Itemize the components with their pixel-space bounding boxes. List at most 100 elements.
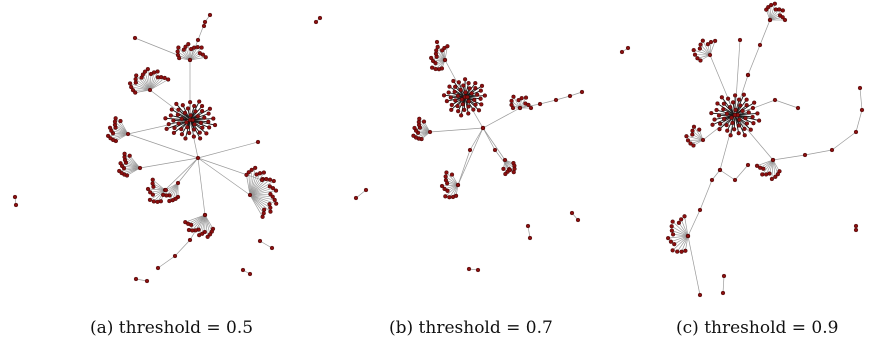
graph-a-node-83	[187, 57, 193, 63]
graph-a-node-188	[133, 276, 139, 282]
graph-a-node-135	[244, 172, 249, 178]
graph-b-edge-110	[469, 127, 484, 151]
graph-a-edge-59	[149, 72, 155, 91]
graph-b-node-37	[462, 77, 468, 82]
graph-a-node-78	[199, 45, 204, 50]
graph-a-node-22	[206, 119, 211, 124]
graph-a-edge-91	[109, 127, 129, 135]
graph-a-edge-82	[189, 39, 199, 61]
graph-a-node-23	[172, 125, 177, 131]
graph-a-edge-97	[127, 133, 199, 159]
graph-c-edge-76	[771, 159, 774, 179]
graph-c-node-20	[732, 127, 737, 132]
graph-a-node-133	[163, 187, 168, 193]
graph-a-node-44	[164, 126, 169, 131]
graph-c-edge-103	[676, 235, 689, 252]
graph-a-edge-54	[141, 77, 151, 91]
graph-b-node-5	[455, 93, 461, 99]
graph-a-node-145	[271, 178, 276, 184]
graph-b-node-62	[625, 45, 631, 51]
graph-a-node-149	[268, 191, 273, 197]
graph-b-node-2	[459, 97, 465, 102]
graph-c-node-18	[716, 113, 722, 118]
graph-c-node-37	[733, 93, 738, 98]
graph-a-node-58	[142, 69, 148, 74]
graph-a-node-165	[205, 234, 210, 239]
graph-c-node-96	[853, 223, 859, 229]
graph-b-edge-73	[555, 95, 571, 101]
graph-a-node-164	[207, 232, 213, 237]
graph-a-node-151	[272, 197, 277, 203]
graph-c-node-33	[736, 131, 741, 136]
graph-c-edge-112	[678, 222, 689, 237]
graph-b-node-40	[479, 83, 485, 88]
graph-c-edge-54	[709, 42, 712, 56]
graph-a-node-24	[192, 103, 197, 109]
graph-c-node-25	[742, 126, 747, 132]
graph-a-node-66	[166, 77, 171, 82]
graph-c-edge-118	[687, 235, 701, 296]
graph-a-node-172	[186, 227, 192, 233]
graph-c-node-87	[758, 165, 763, 170]
graph-c-edge-85	[804, 149, 833, 156]
graph-b-node-119	[507, 167, 513, 173]
graph-a-node-51	[129, 84, 134, 90]
graph-c-edge-51	[700, 44, 711, 56]
graph-b-node-14	[475, 92, 480, 97]
graph-a-node-150	[270, 194, 275, 199]
graph-a-edge-122	[164, 157, 199, 191]
graph-b-node-118	[492, 147, 498, 153]
caption-a: (a) threshold = 0.5	[90, 318, 254, 338]
graph-b-node-73	[528, 105, 534, 111]
graph-c-node-29	[725, 96, 731, 101]
graph-b-node-103	[444, 170, 449, 175]
graph-b-node-125	[527, 235, 533, 241]
graph-a-node-8	[182, 110, 188, 115]
graph-c-node-127	[709, 177, 715, 183]
graph-c-node-46	[742, 133, 747, 138]
graph-c-node-111	[683, 248, 688, 253]
graph-c-edge-77	[769, 159, 774, 174]
graph-a-edge-113	[157, 189, 166, 203]
graph-b-node-61	[619, 49, 625, 55]
graph-c-node-91	[829, 147, 835, 153]
graph-b-node-22	[478, 96, 483, 101]
graph-a-node-48	[147, 87, 153, 93]
graph-a-edge-117	[150, 189, 166, 193]
graph-b-node-104	[449, 172, 455, 177]
graph-c-edge-78	[765, 159, 774, 175]
graph-a-edge-61	[149, 77, 159, 91]
graph-c-node-47	[707, 52, 713, 58]
graph-c-node-101	[684, 134, 689, 139]
graph-c-edge-49	[693, 49, 711, 56]
graph-c-node-100	[685, 138, 691, 143]
graph-b-edge-32	[464, 96, 469, 114]
graph-c-node-22	[750, 114, 755, 120]
graph-c-edge-68	[747, 44, 761, 76]
graph-c-node-45	[741, 92, 746, 97]
graph-a-edge-105	[120, 162, 141, 169]
graph-c-node-76	[772, 97, 778, 103]
graph-b-edge-33	[449, 86, 466, 98]
graph-a-edge-169	[188, 214, 206, 231]
graph-c-node-105	[697, 127, 702, 132]
graph-a-node-59	[145, 67, 150, 72]
graph-b-node-126	[466, 266, 472, 272]
graph-b-node-77	[567, 93, 573, 99]
graph-c-edge-94	[692, 130, 704, 141]
graph-c-edge-100	[734, 164, 749, 181]
graph-c-node-81	[773, 174, 778, 179]
graph-a-edge-139	[249, 178, 264, 196]
graph-a-node-113	[127, 153, 132, 158]
graph-b-edge-74	[569, 91, 583, 97]
graph-a-edge-161	[204, 214, 211, 235]
graph-a-node-112	[122, 151, 127, 156]
graph-b-edge-89	[452, 184, 459, 198]
graph-c-node-109	[745, 162, 751, 168]
graph-c-edge-55	[709, 40, 716, 56]
graph-b-edge-23	[464, 83, 470, 98]
graph-a-node-186	[240, 267, 246, 273]
graph-a-edge-160	[204, 214, 213, 232]
graph-b-node-17	[473, 102, 478, 107]
graph-a-edge-115	[149, 189, 166, 201]
